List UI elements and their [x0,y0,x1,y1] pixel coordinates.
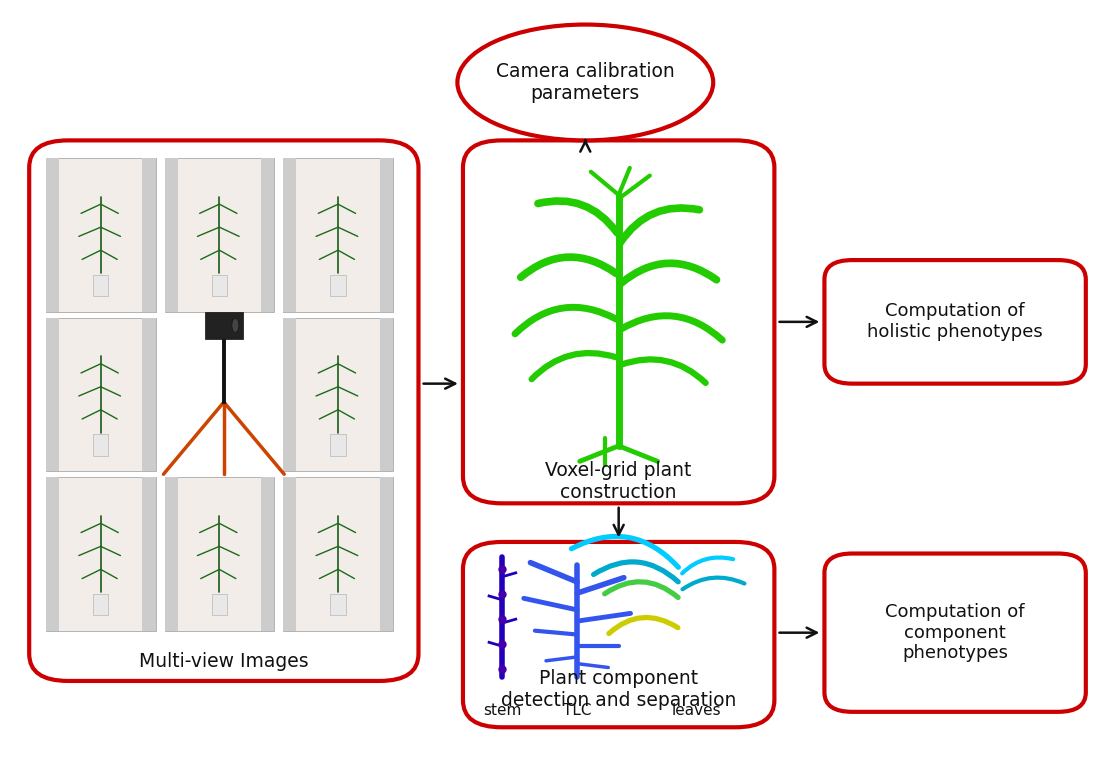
Bar [143,318,156,471]
FancyBboxPatch shape [29,140,418,681]
Bar [143,158,156,312]
FancyBboxPatch shape [463,542,775,727]
Ellipse shape [457,25,714,140]
FancyBboxPatch shape [93,594,108,615]
FancyBboxPatch shape [46,158,156,312]
FancyBboxPatch shape [93,434,108,456]
Ellipse shape [232,319,239,332]
FancyBboxPatch shape [824,260,1086,384]
Bar [165,158,177,312]
FancyBboxPatch shape [330,594,346,615]
FancyBboxPatch shape [283,158,392,312]
FancyBboxPatch shape [463,140,775,503]
Bar [46,477,59,631]
FancyBboxPatch shape [212,275,227,296]
Text: Voxel-grid plant
construction: Voxel-grid plant construction [545,461,692,502]
Bar [380,318,392,471]
Bar [283,158,297,312]
FancyBboxPatch shape [283,477,392,631]
FancyBboxPatch shape [205,312,243,339]
Text: leaves: leaves [672,703,721,718]
Bar [380,158,392,312]
Bar [165,477,177,631]
Bar [143,477,156,631]
Text: Multi-view Images: Multi-view Images [139,652,309,671]
FancyBboxPatch shape [93,275,108,296]
Text: Computation of
component
phenotypes: Computation of component phenotypes [885,603,1025,663]
Bar [261,477,274,631]
Bar [261,158,274,312]
FancyBboxPatch shape [330,434,346,456]
FancyBboxPatch shape [165,158,274,312]
Bar [283,318,297,471]
Bar [283,477,297,631]
FancyBboxPatch shape [165,477,274,631]
Bar [46,158,59,312]
FancyBboxPatch shape [212,594,227,615]
FancyBboxPatch shape [283,318,392,471]
Text: stem: stem [483,703,522,718]
Text: Camera calibration
parameters: Camera calibration parameters [496,62,675,103]
FancyBboxPatch shape [824,553,1086,711]
FancyBboxPatch shape [46,477,156,631]
Text: Plant component
detection and separation: Plant component detection and separation [501,670,736,711]
Bar [380,477,392,631]
FancyBboxPatch shape [330,275,346,296]
Text: TLC: TLC [563,703,591,718]
Bar [46,318,59,471]
FancyBboxPatch shape [46,318,156,471]
Text: Computation of
holistic phenotypes: Computation of holistic phenotypes [867,302,1043,341]
